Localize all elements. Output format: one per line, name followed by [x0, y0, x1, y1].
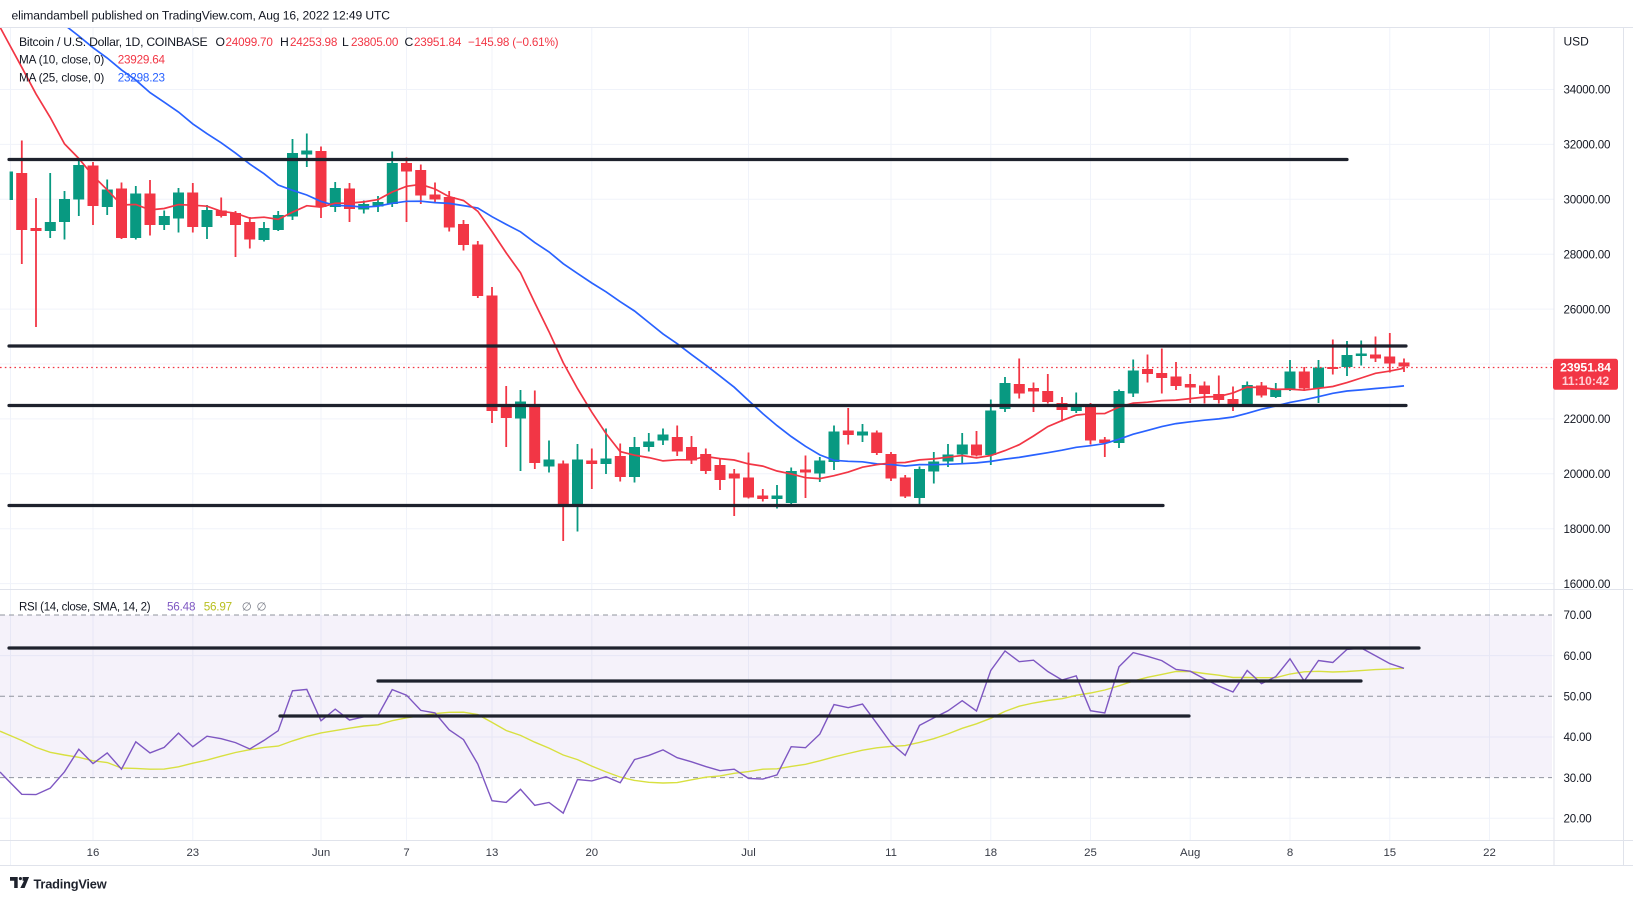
svg-text:56.97: 56.97 — [204, 601, 232, 614]
svg-text:∅: ∅ — [257, 601, 267, 614]
svg-text:∅: ∅ — [242, 601, 252, 614]
svg-text:Bitcoin / U.S. Dollar, 1D, COI: Bitcoin / U.S. Dollar, 1D, COINBASE — [19, 35, 207, 49]
svg-text:Aug: Aug — [1180, 847, 1200, 859]
svg-text:8: 8 — [1287, 847, 1293, 859]
svg-text:22000.00: 22000.00 — [1564, 413, 1611, 426]
svg-text:30000.00: 30000.00 — [1564, 194, 1611, 207]
svg-text:11:10:42: 11:10:42 — [1562, 374, 1610, 388]
svg-text:−145.98 (−0.61%): −145.98 (−0.61%) — [468, 36, 559, 49]
svg-text:24099.70: 24099.70 — [226, 36, 274, 49]
svg-text:13: 13 — [486, 847, 499, 859]
svg-text:20: 20 — [585, 847, 598, 859]
svg-text:56.48: 56.48 — [167, 601, 195, 614]
svg-text:20000.00: 20000.00 — [1564, 468, 1611, 481]
svg-text:22: 22 — [1483, 847, 1496, 859]
svg-text:18: 18 — [984, 847, 997, 859]
svg-text:USD: USD — [1564, 35, 1590, 49]
svg-text:23: 23 — [186, 847, 199, 859]
svg-text:16000.00: 16000.00 — [1564, 578, 1611, 591]
svg-text:40.00: 40.00 — [1564, 731, 1592, 744]
svg-text:30.00: 30.00 — [1564, 772, 1592, 785]
svg-text:25: 25 — [1084, 847, 1097, 859]
svg-text:TradingView: TradingView — [34, 877, 107, 892]
svg-text:23951.84: 23951.84 — [1560, 361, 1611, 375]
svg-text:23951.84: 23951.84 — [414, 36, 462, 49]
svg-text:Jun: Jun — [312, 847, 330, 859]
svg-text:MA (10, close, 0): MA (10, close, 0) — [19, 54, 104, 67]
svg-text:11: 11 — [885, 847, 897, 859]
svg-text:L: L — [342, 35, 349, 49]
svg-text:O: O — [216, 35, 225, 49]
svg-text:70.00: 70.00 — [1564, 609, 1592, 622]
svg-text:18000.00: 18000.00 — [1564, 523, 1611, 536]
svg-text:elimandambell published on Tra: elimandambell published on TradingView.c… — [12, 9, 391, 23]
svg-text:24253.98: 24253.98 — [290, 36, 337, 49]
svg-text:32000.00: 32000.00 — [1564, 139, 1611, 152]
svg-text:28000.00: 28000.00 — [1564, 248, 1611, 261]
svg-text:34000.00: 34000.00 — [1564, 84, 1611, 97]
svg-text:C: C — [405, 35, 414, 49]
svg-text:H: H — [280, 35, 289, 49]
svg-text:Jul: Jul — [741, 847, 756, 859]
svg-text:15: 15 — [1383, 847, 1396, 859]
svg-text:26000.00: 26000.00 — [1564, 303, 1611, 316]
svg-text:23298.23: 23298.23 — [118, 72, 165, 85]
svg-text:23805.00: 23805.00 — [351, 36, 399, 49]
svg-text:23929.64: 23929.64 — [118, 54, 166, 67]
svg-text:7: 7 — [403, 847, 409, 859]
svg-text:20.00: 20.00 — [1564, 812, 1592, 825]
svg-text:RSI (14, close, SMA, 14, 2): RSI (14, close, SMA, 14, 2) — [19, 602, 151, 614]
svg-text:50.00: 50.00 — [1564, 691, 1592, 704]
svg-text:16: 16 — [87, 847, 100, 859]
svg-text:60.00: 60.00 — [1564, 650, 1592, 663]
svg-text:MA (25, close, 0): MA (25, close, 0) — [19, 72, 104, 85]
